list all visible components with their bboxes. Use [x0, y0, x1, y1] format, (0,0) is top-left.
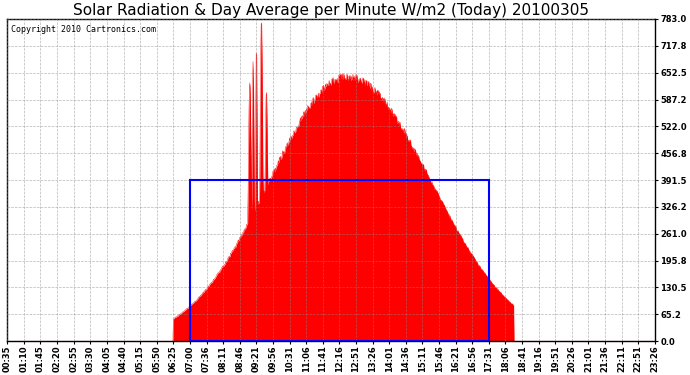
Title: Solar Radiation & Day Average per Minute W/m2 (Today) 20100305: Solar Radiation & Day Average per Minute…: [73, 3, 589, 18]
Bar: [190, 180, 489, 341]
Text: Copyright 2010 Cartronics.com: Copyright 2010 Cartronics.com: [10, 26, 155, 34]
